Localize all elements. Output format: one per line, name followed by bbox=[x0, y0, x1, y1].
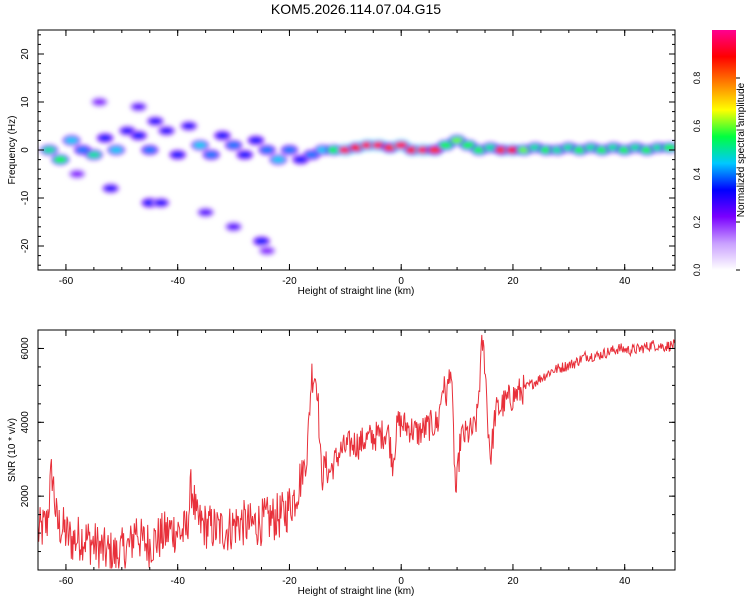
spectrogram-cell bbox=[53, 156, 67, 163]
snr-frame bbox=[37, 329, 676, 571]
spectrogram-cell bbox=[65, 137, 79, 144]
snr-series-line bbox=[38, 334, 675, 569]
spectrogram-y-axis: 20 10 0 -10 -20 bbox=[20, 34, 675, 266]
spectrogram-cell bbox=[439, 142, 453, 149]
x-tick-label: 0 bbox=[398, 576, 404, 587]
x-tick-label: -60 bbox=[59, 276, 74, 287]
x-tick-label: 40 bbox=[619, 276, 631, 287]
y-tick-label: 6000 bbox=[20, 337, 31, 360]
y-tick-label: -10 bbox=[20, 190, 31, 205]
spectrogram-cell bbox=[132, 132, 146, 139]
spectrogram-cell bbox=[428, 146, 442, 154]
snr-panel: -60 -40 -20 0 20 40 6000 4000 2000 Height of st… bbox=[7, 329, 676, 597]
snr-y-label: SNR (10 * v/v) bbox=[7, 418, 18, 482]
spectrogram-cell bbox=[87, 151, 101, 158]
spectrogram-cell bbox=[662, 144, 675, 151]
y-tick-label: 0 bbox=[20, 147, 31, 153]
spectrogram-cell bbox=[104, 185, 118, 192]
colorbar-ticks: 0.0 0.2 0.4 0.6 0.8 bbox=[692, 72, 740, 277]
spectrogram-cell bbox=[120, 127, 134, 134]
spectrogram-cell bbox=[132, 103, 146, 111]
spectrogram-cell bbox=[271, 156, 285, 163]
spectrogram-cell bbox=[148, 118, 162, 125]
y-tick-label: 4000 bbox=[20, 411, 31, 434]
spectrogram-cell bbox=[282, 146, 296, 154]
x-tick-label: 40 bbox=[619, 576, 631, 587]
spectrogram-cell bbox=[249, 137, 263, 144]
snr-y-axis: 6000 4000 2000 bbox=[20, 329, 675, 571]
y-tick-label: 10 bbox=[20, 96, 31, 108]
spectrogram-cell bbox=[260, 146, 274, 154]
spectrogram-cell bbox=[227, 223, 241, 230]
spectrogram-cell bbox=[76, 146, 90, 154]
spectrogram-cell bbox=[204, 151, 218, 158]
colorbar-tick-label: 0.2 bbox=[692, 216, 702, 229]
spectrogram-cell bbox=[171, 151, 185, 158]
spectrogram-cell bbox=[215, 132, 229, 139]
x-tick-label: 0 bbox=[398, 276, 404, 287]
spectrogram-cell bbox=[160, 127, 174, 134]
colorbar-gradient bbox=[712, 30, 736, 270]
spectrogram-cell bbox=[238, 151, 252, 158]
x-tick-label: 20 bbox=[507, 576, 519, 587]
spectrogram-cell bbox=[255, 238, 269, 245]
x-tick-label: -40 bbox=[170, 576, 185, 587]
x-tick-label: -20 bbox=[282, 276, 297, 287]
spectrogram-cell bbox=[294, 156, 308, 163]
y-tick-label: 2000 bbox=[20, 485, 31, 508]
colorbar-tick-label: 0.8 bbox=[692, 72, 702, 85]
spectrogram-cell bbox=[109, 146, 123, 154]
spectrogram-cell bbox=[260, 247, 274, 254]
spectrogram-x-label: Height of straight line (km) bbox=[298, 286, 415, 297]
spectrogram-cell bbox=[227, 142, 241, 149]
x-tick-label: -20 bbox=[282, 576, 297, 587]
spectrogram-cell bbox=[70, 170, 84, 178]
figure-title: KOM5.2026.114.07.04.G15 bbox=[271, 1, 441, 17]
spectrogram-cells bbox=[40, 96, 675, 257]
spectrogram-cell bbox=[461, 142, 475, 149]
spectrogram-cell bbox=[305, 151, 319, 158]
x-tick-label: -40 bbox=[170, 276, 185, 287]
spectrogram-cell bbox=[450, 137, 464, 144]
colorbar: 0.0 0.2 0.4 0.6 0.8 Normalized spectral ampl… bbox=[692, 30, 747, 276]
spectrogram-cell bbox=[154, 199, 168, 206]
spectrogram-cell bbox=[394, 142, 408, 149]
spectrogram-y-label: Frequency (Hz) bbox=[7, 116, 18, 185]
snr-x-axis: -60 -40 -20 0 20 40 bbox=[37, 330, 654, 587]
y-tick-label: 20 bbox=[20, 48, 31, 60]
colorbar-tick-label: 0.4 bbox=[692, 168, 702, 181]
colorbar-tick-label: 0.6 bbox=[692, 120, 702, 133]
colorbar-label: Normalized spectral amplitude bbox=[736, 82, 747, 217]
spectrogram-cell bbox=[92, 98, 106, 106]
spectrogram-cell bbox=[42, 146, 56, 154]
spectrogram-panel: -60 -40 -20 0 20 40 20 10 0 -10 -20 Height of str… bbox=[7, 29, 676, 297]
spectrogram-x-axis: -60 -40 -20 0 20 40 bbox=[37, 30, 654, 287]
snr-x-label: Height of straight line (km) bbox=[298, 586, 415, 597]
x-tick-label: 20 bbox=[507, 276, 519, 287]
y-tick-label: -20 bbox=[20, 238, 31, 253]
x-tick-label: -60 bbox=[59, 576, 74, 587]
colorbar-tick-label: 0.0 bbox=[692, 264, 702, 277]
spectrogram-cell bbox=[143, 146, 157, 154]
spectrogram-cell bbox=[98, 134, 112, 142]
spectrogram-cell bbox=[182, 122, 196, 130]
spectrogram-cell bbox=[193, 142, 207, 149]
spectrogram-cell bbox=[199, 209, 213, 216]
